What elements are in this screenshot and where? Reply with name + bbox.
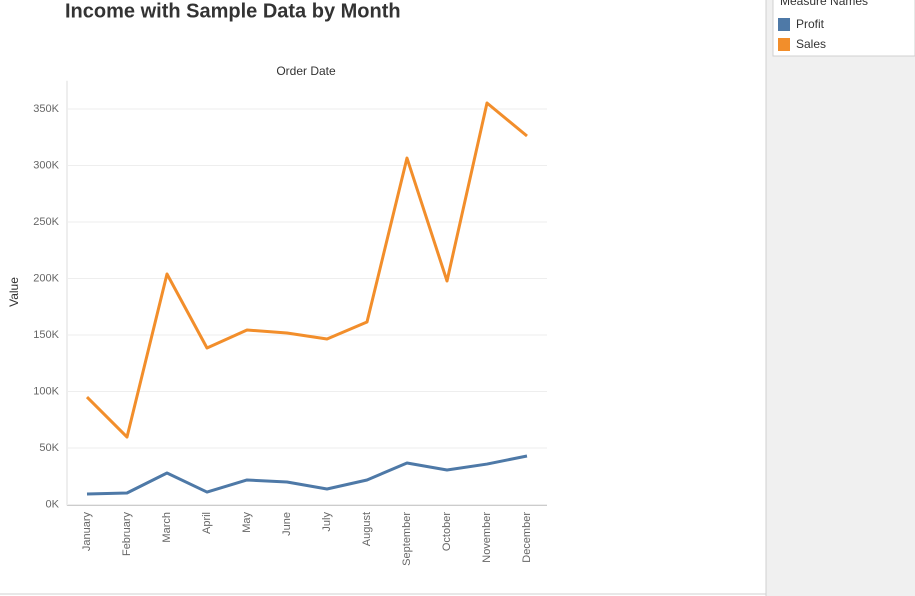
x-tick-label: May	[241, 512, 253, 533]
y-tick-label: 150K	[33, 329, 59, 341]
x-tick-label: August	[361, 512, 373, 546]
x-tick-label: February	[121, 512, 133, 557]
chart-title: Income with Sample Data by Month	[65, 0, 401, 22]
x-tick-label: September	[401, 512, 413, 566]
legend-box	[772, 0, 915, 57]
y-tick-label: 0K	[46, 498, 60, 510]
y-tick-label: 250K	[33, 216, 59, 228]
y-axis-label: Value	[7, 277, 21, 307]
y-tick-label: 200K	[33, 272, 59, 284]
x-tick-label: December	[521, 512, 533, 563]
x-tick-label: October	[441, 512, 453, 551]
column-header: Order Date	[276, 64, 336, 78]
side-panel	[766, 0, 915, 596]
x-tick-label: January	[81, 512, 93, 552]
legend-label: Profit	[796, 17, 825, 31]
y-tick-label: 100K	[33, 385, 59, 397]
x-tick-label: July	[321, 512, 333, 532]
legend-swatch	[778, 18, 790, 31]
y-tick-label: 350K	[33, 103, 59, 115]
legend-label: Sales	[796, 37, 826, 51]
y-tick-label: 300K	[33, 159, 59, 171]
legend-title: Measure Names	[780, 0, 868, 8]
x-tick-label: June	[281, 512, 293, 536]
series-line	[85, 101, 528, 439]
series-line	[86, 454, 528, 496]
x-tick-label: April	[201, 512, 213, 534]
y-tick-label: 50K	[39, 442, 59, 454]
x-tick-label: March	[161, 512, 173, 543]
x-tick-label: November	[481, 512, 493, 563]
legend-swatch	[778, 38, 790, 51]
